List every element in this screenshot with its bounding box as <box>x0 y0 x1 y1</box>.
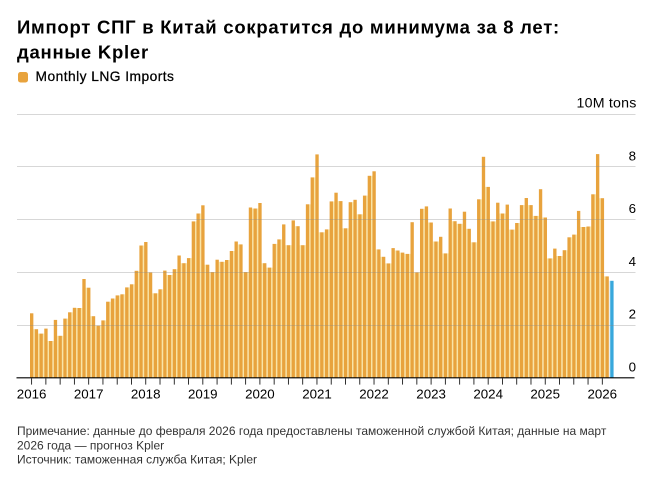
svg-text:6: 6 <box>629 201 636 216</box>
svg-text:2019: 2019 <box>188 387 218 402</box>
svg-text:2024: 2024 <box>473 387 503 402</box>
svg-text:2020: 2020 <box>245 387 275 402</box>
svg-text:2026 года — прогноз Kpler: 2026 года — прогноз Kpler <box>17 439 164 453</box>
svg-text:2: 2 <box>629 307 636 322</box>
svg-text:Monthly LNG Imports: Monthly LNG Imports <box>36 69 175 84</box>
svg-text:2018: 2018 <box>131 387 161 402</box>
svg-text:2026: 2026 <box>588 387 618 402</box>
svg-text:2016: 2016 <box>17 387 47 402</box>
svg-text:2022: 2022 <box>359 387 389 402</box>
svg-text:Импорт СПГ в Китай сократится: Импорт СПГ в Китай сократится до минимум… <box>17 17 560 38</box>
svg-text:2021: 2021 <box>302 387 332 402</box>
svg-text:10M tons: 10M tons <box>577 96 637 112</box>
svg-text:данные Kpler: данные Kpler <box>17 42 149 63</box>
svg-text:4: 4 <box>629 254 636 269</box>
svg-text:8: 8 <box>629 148 636 163</box>
svg-text:2025: 2025 <box>530 387 560 402</box>
svg-text:Источник: таможенная служба Ки: Источник: таможенная служба Китая; Kpler <box>17 453 257 467</box>
svg-text:Примечание: данные до февраля: Примечание: данные до февраля 2026 года … <box>17 424 607 438</box>
svg-text:2017: 2017 <box>74 387 104 402</box>
svg-text:0: 0 <box>629 360 636 375</box>
svg-text:2023: 2023 <box>416 387 446 402</box>
